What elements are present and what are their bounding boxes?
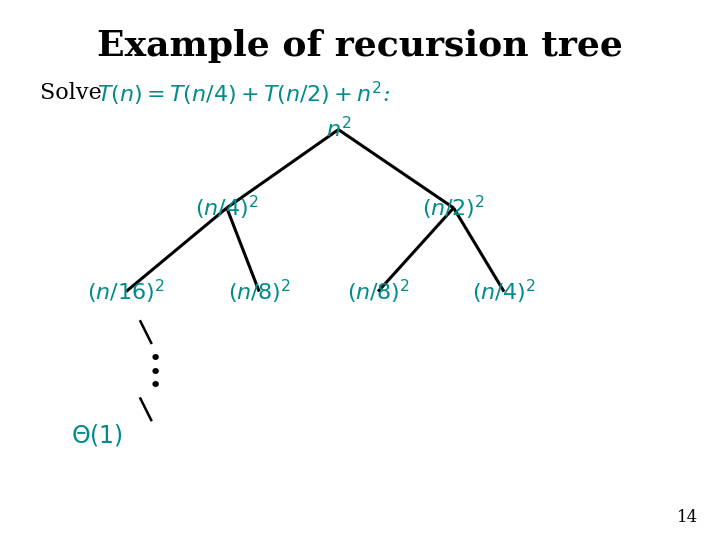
Text: $(n/4)^2$: $(n/4)^2$	[195, 194, 258, 222]
Text: $(n/16)^2$: $(n/16)^2$	[87, 278, 165, 306]
Text: $(n/2)^2$: $(n/2)^2$	[422, 194, 485, 222]
Text: 14: 14	[677, 510, 698, 526]
Text: Example of recursion tree: Example of recursion tree	[97, 29, 623, 63]
Text: $n^2$: $n^2$	[325, 117, 351, 142]
Text: $(n/4)^2$: $(n/4)^2$	[472, 278, 536, 306]
Text: $\Theta(1)$: $\Theta(1)$	[71, 422, 123, 448]
Text: •: •	[148, 362, 161, 383]
Text: •: •	[148, 376, 161, 396]
Text: Solve: Solve	[40, 83, 109, 104]
Text: •: •	[148, 349, 161, 369]
Text: $T(n) = T(n/4) + T(n/2) + n^2$:: $T(n) = T(n/4) + T(n/2) + n^2$:	[97, 79, 390, 107]
Text: $(n/8)^2$: $(n/8)^2$	[228, 278, 290, 306]
Text: $(n/8)^2$: $(n/8)^2$	[347, 278, 409, 306]
